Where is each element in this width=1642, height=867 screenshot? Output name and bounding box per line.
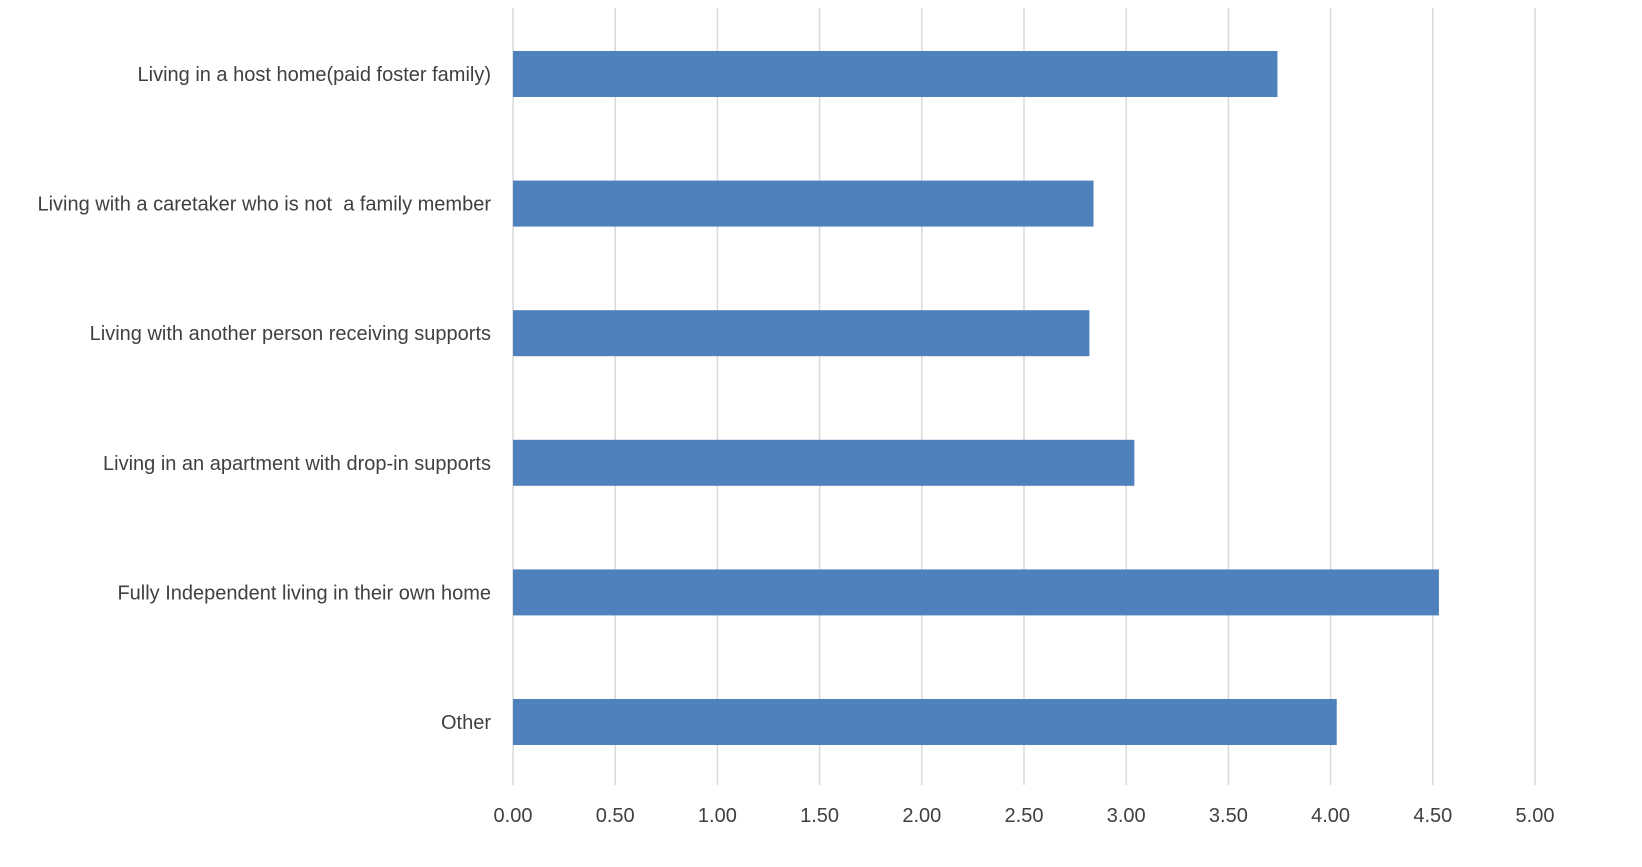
- category-label: Living with a caretaker who is not a fam…: [37, 194, 491, 216]
- x-tick-label: 0.00: [494, 805, 533, 827]
- category-label: Living in an apartment with drop-in supp…: [103, 453, 491, 475]
- x-tick-label: 2.00: [902, 805, 941, 827]
- category-labels: Living in a host home(paid foster family…: [37, 64, 491, 734]
- x-tick-label: 4.50: [1413, 805, 1452, 827]
- x-tick-label: 3.00: [1107, 805, 1146, 827]
- x-tick-label: 1.00: [698, 805, 737, 827]
- bar: [513, 699, 1337, 745]
- x-tick-label: 1.50: [800, 805, 839, 827]
- bar: [513, 310, 1090, 357]
- bar: [513, 51, 1278, 97]
- x-tick-label: 4.00: [1311, 805, 1350, 827]
- x-tick-label: 3.50: [1209, 805, 1248, 827]
- x-tick-label: 5.00: [1516, 805, 1555, 827]
- category-label: Other: [441, 712, 491, 734]
- x-axis-tick-labels: 0.00 0.50 1.00 1.50 2.00 2.50 3.00 3.50 4.00 4.50…: [494, 805, 1555, 827]
- bars: [513, 51, 1439, 745]
- gridlines: [512, 8, 1536, 785]
- x-tick-label: 2.50: [1005, 805, 1044, 827]
- x-tick-label: 0.50: [596, 805, 635, 827]
- bar: [513, 569, 1439, 616]
- category-label: Living in a host home(paid foster family…: [138, 64, 492, 86]
- bar: [513, 439, 1135, 486]
- category-label: Fully Independent living in their own ho…: [117, 582, 491, 604]
- category-label: Living with another person receiving sup…: [90, 323, 491, 345]
- bar: [513, 180, 1094, 227]
